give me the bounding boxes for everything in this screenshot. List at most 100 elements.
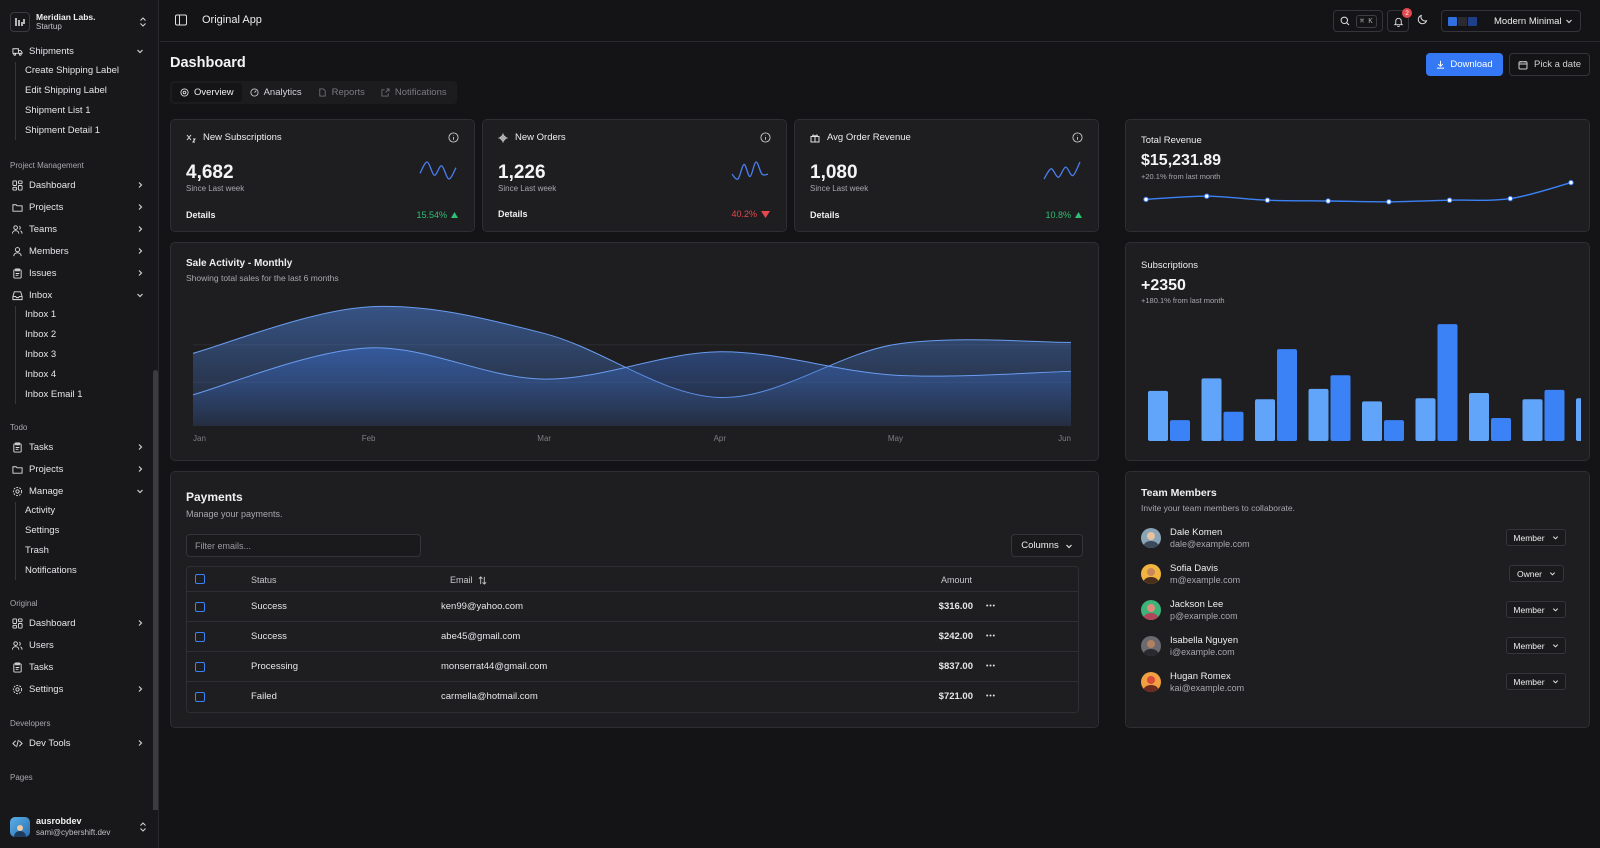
bar-series-1[interactable] — [1148, 390, 1168, 441]
revenue-point[interactable] — [1264, 197, 1271, 203]
sidebar-item-shipments[interactable]: Shipments — [8, 41, 144, 61]
role-select[interactable]: Member — [1506, 637, 1566, 654]
theme-select[interactable]: Modern Minimal — [1441, 10, 1581, 32]
filter-emails-input[interactable] — [186, 534, 421, 557]
sidebar-sub-inbox-4[interactable]: Inbox 4 — [25, 368, 57, 380]
sidebar-sub-notifications[interactable]: Notifications — [25, 564, 77, 576]
bar-series-1[interactable] — [1522, 399, 1543, 441]
moon-icon[interactable] — [1417, 13, 1433, 29]
theme-swatch — [1478, 16, 1487, 26]
row-checkbox[interactable] — [195, 602, 205, 612]
sidebar-item-original-tasks[interactable]: Tasks — [8, 657, 144, 677]
details-link[interactable]: Details — [810, 210, 840, 220]
sidebar-sub-inbox-1[interactable]: Inbox 1 — [25, 308, 57, 320]
row-checkbox[interactable] — [195, 692, 205, 702]
sidebar-item-members[interactable]: Members — [8, 241, 144, 261]
search-button[interactable]: ⌘ K — [1333, 10, 1383, 32]
revenue-point[interactable] — [1386, 199, 1392, 205]
sidebar-item-original-dashboard[interactable]: Dashboard — [8, 613, 144, 633]
sidebar-item-original-settings[interactable]: Settings — [8, 679, 144, 699]
more-horizontal-icon[interactable] — [986, 664, 995, 667]
sidebar-sub-shipment-list-1[interactable]: Shipment List 1 — [25, 104, 91, 116]
revenue-point[interactable] — [1507, 195, 1513, 202]
role-select[interactable]: Member — [1506, 601, 1566, 618]
sidebar-nav[interactable]: Shipments Create Shipping Label Edit Shi… — [0, 40, 159, 810]
sidebar-item-issues[interactable]: Issues — [8, 263, 144, 283]
bar-series-1[interactable] — [1362, 401, 1382, 441]
more-horizontal-icon[interactable] — [986, 694, 995, 697]
sidebar-sub-inbox-2[interactable]: Inbox 2 — [25, 328, 57, 340]
sidebar-item-inbox[interactable]: Inbox — [8, 285, 144, 305]
info-icon[interactable] — [1072, 132, 1083, 143]
sidebar-sub-create-shipping-label[interactable]: Create Shipping Label — [25, 64, 120, 76]
row-checkbox[interactable] — [195, 662, 205, 672]
columns-button[interactable]: Columns — [1011, 534, 1083, 557]
table-row[interactable]: Processing monserrat44@gmail.com $837.00 — [187, 652, 1078, 682]
bar-series-1[interactable] — [1308, 388, 1329, 441]
team-switcher[interactable]: Meridian Labs. Startup — [8, 8, 151, 36]
role-select[interactable]: Member — [1506, 673, 1566, 690]
bar-series-1[interactable] — [1201, 378, 1222, 441]
notifications-button[interactable]: 2 — [1387, 8, 1412, 32]
sidebar-item-projects[interactable]: Projects — [8, 197, 144, 217]
revenue-point[interactable] — [1446, 197, 1453, 203]
user-menu[interactable]: ausrobdev sami@cybershift.dev — [8, 812, 151, 842]
sidebar-sub-activity[interactable]: Activity — [25, 504, 56, 516]
tab-notifications[interactable]: Notifications — [373, 83, 455, 102]
sidebar-sub-inbox-3[interactable]: Inbox 3 — [25, 348, 57, 360]
bar-series-2[interactable] — [1544, 389, 1565, 441]
bar-series-1[interactable] — [1255, 399, 1275, 441]
sidebar-item-label: Inbox — [29, 289, 53, 301]
sidebar-item-dev-tools[interactable]: Dev Tools — [8, 733, 144, 753]
sidebar-sub-trash[interactable]: Trash — [25, 544, 49, 556]
sidebar-sub-inbox-email-1[interactable]: Inbox Email 1 — [25, 388, 83, 400]
bar-series-2[interactable] — [1491, 418, 1511, 441]
details-link[interactable]: Details — [186, 210, 216, 220]
tab-reports[interactable]: Reports — [310, 83, 373, 102]
revenue-point[interactable] — [1325, 198, 1331, 204]
date-picker-button[interactable]: Pick a date — [1509, 53, 1590, 76]
table-row[interactable]: Failed carmella@hotmail.com $721.00 — [187, 682, 1078, 712]
sidebar-sub-settings[interactable]: Settings — [25, 524, 60, 536]
bar-series-2[interactable] — [1277, 349, 1297, 441]
tab-overview[interactable]: Overview — [172, 83, 242, 102]
sale-activity-area-chart: Jan Feb Mar Apr May Jun — [192, 305, 1072, 443]
revenue-point[interactable] — [1204, 193, 1210, 199]
details-link[interactable]: Details — [498, 209, 528, 219]
bar-series-2[interactable] — [1170, 420, 1190, 441]
tab-analytics[interactable]: Analytics — [242, 83, 310, 102]
bar-series-1[interactable] — [1469, 393, 1489, 441]
sidebar-toggle-icon[interactable] — [174, 13, 190, 29]
more-horizontal-icon[interactable] — [986, 634, 995, 637]
sidebar-item-todo-projects[interactable]: Projects — [8, 459, 144, 479]
revenue-point[interactable] — [1568, 179, 1574, 186]
role-select[interactable]: Owner — [1509, 565, 1564, 582]
sidebar-item-manage[interactable]: Manage — [8, 481, 144, 501]
team-subtext: Invite your team members to collaborate. — [1141, 503, 1296, 513]
sidebar-item-teams[interactable]: Teams — [8, 219, 144, 239]
bar-series-2[interactable] — [1330, 375, 1351, 441]
sidebar-item-users[interactable]: Users — [8, 635, 144, 655]
revenue-point[interactable] — [1143, 196, 1149, 203]
sidebar-scrollbar[interactable] — [153, 370, 158, 810]
row-checkbox[interactable] — [195, 632, 205, 642]
sidebar-item-tasks[interactable]: Tasks — [8, 437, 144, 457]
sidebar-sub-edit-shipping-label[interactable]: Edit Shipping Label — [25, 84, 107, 96]
download-button[interactable]: Download — [1426, 53, 1503, 76]
sidebar-sub-shipment-detail-1[interactable]: Shipment Detail 1 — [25, 124, 100, 136]
select-all-checkbox[interactable] — [195, 574, 205, 584]
bar-series-2[interactable] — [1384, 420, 1404, 441]
role-select[interactable]: Member — [1506, 529, 1566, 546]
bar-series-2[interactable] — [1437, 324, 1458, 441]
table-row[interactable]: Success abe45@gmail.com $242.00 — [187, 622, 1078, 652]
sidebar-item-dashboard[interactable]: Dashboard — [8, 175, 144, 195]
info-icon[interactable] — [448, 132, 459, 143]
column-email-sort[interactable]: Email — [450, 575, 487, 585]
revenue-title: Total Revenue — [1141, 135, 1202, 146]
table-row[interactable]: Success ken99@yahoo.com $316.00 — [187, 592, 1078, 622]
bar-series-2[interactable] — [1223, 411, 1244, 441]
bar-series-1[interactable] — [1415, 398, 1436, 441]
info-icon[interactable] — [760, 132, 771, 143]
more-horizontal-icon[interactable] — [986, 604, 995, 607]
bar-series-1[interactable] — [1576, 398, 1581, 441]
